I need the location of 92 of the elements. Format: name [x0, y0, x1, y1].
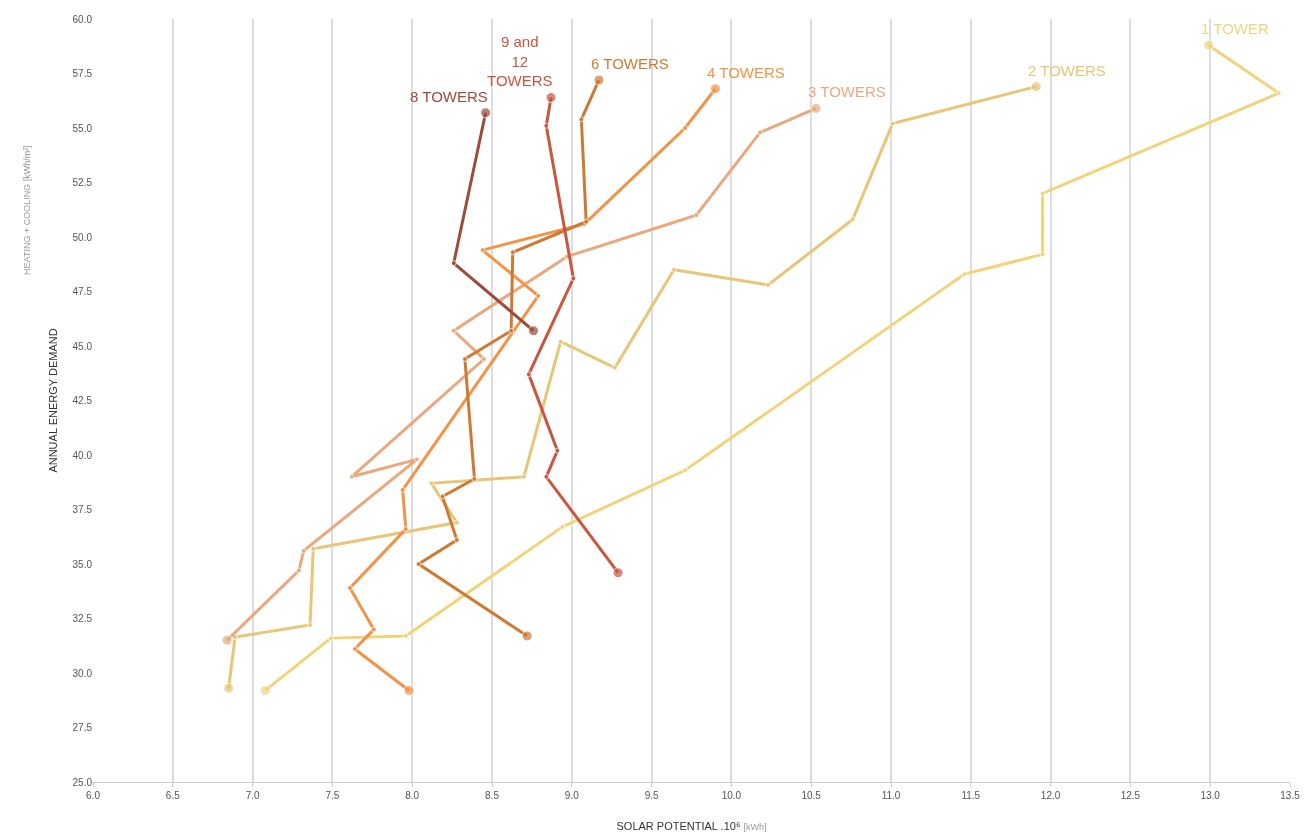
point: [439, 493, 446, 500]
point: [554, 447, 561, 454]
point: [889, 120, 896, 127]
point: [682, 467, 689, 474]
point: [525, 371, 532, 378]
point: [693, 212, 700, 219]
point: [961, 271, 968, 278]
x-tick-label: 6.5: [165, 790, 181, 801]
y-tick-label: 40.0: [72, 449, 93, 461]
x-tick-label: 8.0: [405, 790, 420, 801]
point: [543, 473, 550, 480]
y-tick-label: 37.5: [72, 504, 93, 515]
point: [570, 275, 577, 282]
x-axis-title: SOLAR POTENTIAL .10⁶ [kWh]: [616, 820, 767, 833]
point: [765, 281, 772, 288]
point: [346, 584, 353, 591]
x-tick-label: 8.5: [485, 790, 500, 801]
y-tick-label: 52.5: [72, 177, 93, 188]
x-tick-label: 11.0: [881, 790, 901, 801]
x-tick-label: 12.0: [1040, 790, 1061, 801]
y-tick-label: 30.0: [72, 667, 93, 679]
series-label: 6 TOWERS: [591, 55, 669, 72]
point: [415, 561, 422, 567]
x-tick-label: 9.5: [644, 790, 659, 801]
x-tick-label: 10.5: [801, 790, 822, 801]
x-tick-label: 10.0: [721, 790, 742, 801]
point: [757, 129, 764, 136]
point: [559, 523, 566, 530]
point: [578, 116, 585, 123]
point: [481, 356, 488, 363]
point: [310, 545, 317, 552]
point: [849, 216, 856, 223]
point: [351, 646, 358, 653]
point: [453, 519, 460, 526]
point: [535, 292, 542, 299]
y-tick-label: 45.0: [72, 340, 93, 352]
y-tick-label: 27.5: [72, 722, 93, 733]
point: [557, 338, 564, 345]
point: [300, 547, 307, 554]
series-label: 2 TOWERS: [1028, 62, 1106, 79]
point: [232, 634, 239, 641]
point: [450, 327, 457, 334]
point: [402, 632, 409, 639]
text: HEATING + COOLING [kWh/m²]: [22, 145, 33, 275]
y-tick-label: 60.0: [72, 13, 93, 25]
series-label: 3 TOWERS: [808, 83, 886, 100]
point: [682, 125, 689, 131]
series-label: 8 TOWERS: [410, 88, 488, 105]
point: [670, 266, 677, 273]
point: [543, 122, 550, 129]
series-label: 1 TOWER: [1201, 20, 1269, 37]
x-tick-label: 12.5: [1120, 790, 1141, 801]
x-tick-label: 13.5: [1280, 790, 1301, 801]
point: [307, 622, 314, 629]
point: [295, 567, 302, 574]
x-tick-label: 6.0: [86, 790, 101, 801]
point: [509, 249, 516, 256]
y-tick-label: 32.5: [72, 613, 93, 624]
point: [480, 107, 492, 119]
point: [1039, 190, 1046, 197]
x-tick-label: 7.0: [245, 790, 260, 801]
y-tick-label: 50.0: [72, 231, 93, 243]
point: [327, 635, 334, 642]
y-tick-label: 57.5: [72, 68, 93, 79]
point: [453, 537, 460, 544]
x-tick-label: 9.0: [564, 790, 580, 801]
point: [370, 626, 377, 633]
y-axis-title: ANNUAL ENERGY DEMAND: [47, 328, 60, 473]
x-tick-label: 7.5: [325, 790, 340, 801]
y-tick-label: 47.5: [72, 286, 93, 297]
point: [508, 327, 515, 334]
point: [528, 325, 539, 337]
point: [428, 480, 435, 487]
point: [471, 475, 478, 482]
point: [611, 364, 618, 371]
y-tick-label: 35.0: [72, 558, 93, 570]
series-label: 9 and 12 TOWERS: [487, 33, 553, 89]
point: [399, 486, 406, 493]
point: [479, 247, 486, 254]
point: [1039, 251, 1046, 258]
x-tick-label: 13.0: [1200, 790, 1221, 801]
y-tick-label: 25.0: [72, 776, 93, 788]
point: [413, 456, 420, 463]
point: [1275, 90, 1282, 97]
point: [402, 526, 409, 533]
point: [461, 356, 468, 363]
y-tick-label: 55.0: [72, 122, 93, 134]
series-label: 4 TOWERS: [707, 64, 785, 81]
point: [348, 473, 355, 480]
point: [520, 473, 527, 480]
x-tick-label: 11.5: [961, 790, 981, 801]
y-tick-label: 42.5: [72, 395, 93, 406]
